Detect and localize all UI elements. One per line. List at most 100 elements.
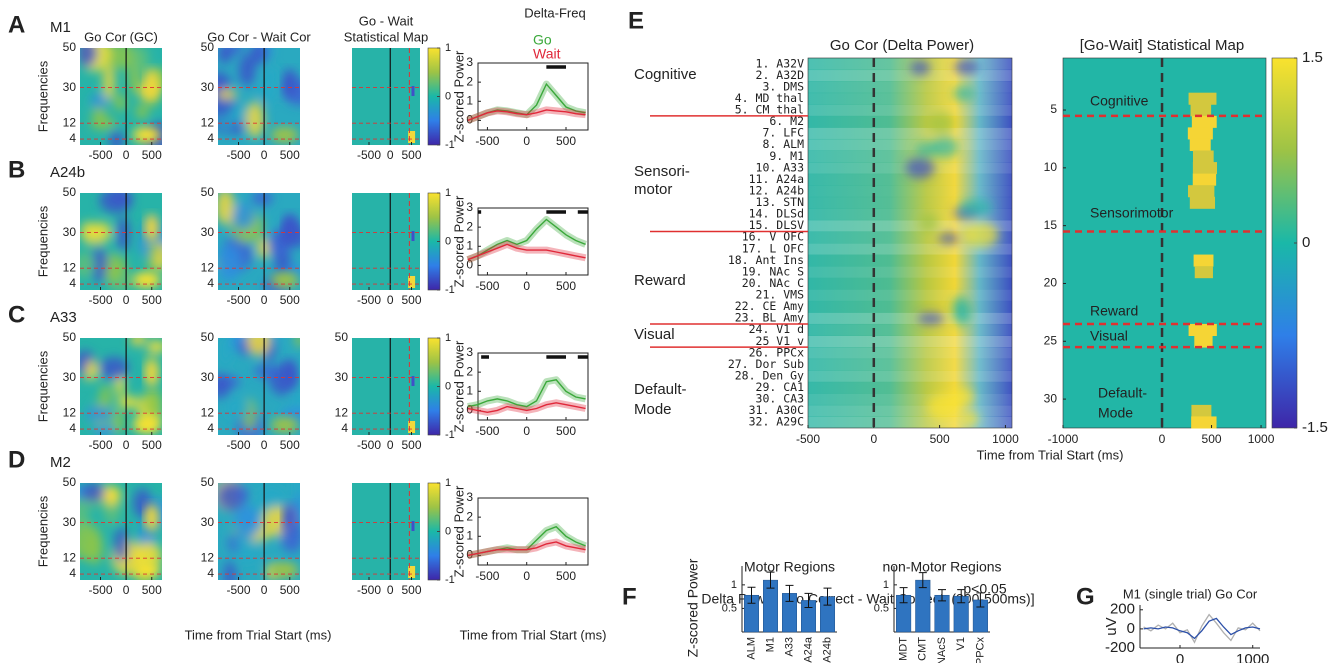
chart-title: Go Cor (Delta Power) bbox=[830, 37, 974, 54]
y-tick-label: 0.5 bbox=[874, 602, 889, 614]
y-tick-label: 2 bbox=[466, 364, 473, 378]
heatmap bbox=[352, 483, 420, 580]
confidence-band bbox=[467, 538, 587, 559]
region-label: 17. L OFC bbox=[742, 241, 804, 255]
heatmap-row bbox=[808, 231, 1012, 244]
region-label: 1. A32V bbox=[756, 56, 805, 70]
heatmap-row bbox=[808, 69, 1012, 82]
y-tick-label: 30 bbox=[201, 225, 215, 239]
stat-cell bbox=[1191, 115, 1217, 128]
panel-letter: B bbox=[8, 156, 25, 183]
x-tick-label: 0 bbox=[123, 148, 130, 162]
y-tick-label: 3 bbox=[466, 200, 473, 214]
x-tick-label: 500 bbox=[401, 148, 421, 162]
heatmap-blob bbox=[290, 390, 300, 407]
legend-entry: Go bbox=[533, 32, 552, 48]
heatmap-blob bbox=[952, 295, 970, 320]
heatmap-row bbox=[808, 254, 1012, 267]
x-tick-label: -500 bbox=[226, 438, 250, 452]
stat-cell bbox=[1188, 92, 1217, 105]
x-tick-label: 500 bbox=[556, 569, 576, 583]
heatmap-blob bbox=[116, 216, 130, 252]
colorbar-tick-label: -1 bbox=[445, 574, 455, 586]
y-tick-label: 4 bbox=[207, 421, 214, 435]
y-tick-label: 2 bbox=[466, 74, 473, 88]
y-tick-label: 12 bbox=[63, 405, 77, 419]
x-tick-label: 500 bbox=[401, 583, 421, 597]
stat-cell bbox=[1189, 196, 1216, 209]
region-label: 28. Den Gy bbox=[735, 368, 804, 382]
error-bar bbox=[823, 587, 832, 606]
heatmap-blob bbox=[952, 86, 976, 101]
heatmap-blobs bbox=[80, 338, 162, 435]
heatmap-blob bbox=[144, 504, 159, 532]
heatmap-row bbox=[808, 393, 1012, 406]
chart-subtitle: non-Motor Regions bbox=[882, 559, 1001, 575]
chart-title: Delta-Freq bbox=[524, 5, 585, 20]
region-label: 27. Dor Sub bbox=[728, 357, 804, 371]
error-bar bbox=[918, 572, 927, 589]
heatmap bbox=[808, 58, 1012, 428]
y-tick-label: 50 bbox=[63, 185, 77, 199]
y-tick-label: 12 bbox=[201, 550, 215, 564]
heatmap-blob bbox=[250, 48, 267, 65]
region-label: 4. MD thal bbox=[735, 91, 804, 105]
heatmap-bg bbox=[352, 338, 420, 435]
x-tick-label: 500 bbox=[401, 293, 421, 307]
heatmap bbox=[218, 193, 300, 290]
region-label: 6. M2 bbox=[769, 114, 804, 128]
y-tick-label: 0.5 bbox=[722, 602, 737, 614]
x-tick-label: 500 bbox=[930, 432, 950, 446]
heatmap-row bbox=[808, 115, 1012, 128]
y-tick-label: 30 bbox=[63, 370, 77, 384]
heatmap-blob bbox=[85, 405, 112, 422]
region-label: 16. V OFC bbox=[742, 230, 804, 244]
x-tick-label: 1000 bbox=[992, 432, 1019, 446]
heatmap-blob bbox=[959, 198, 993, 216]
x-tick-label: 0 bbox=[261, 438, 268, 452]
group-label: Default- bbox=[1098, 385, 1147, 401]
region-label: 3. DMS bbox=[762, 79, 804, 93]
x-tick-label: -500 bbox=[226, 148, 250, 162]
region-label: 20. NAc C bbox=[742, 276, 804, 290]
column-title: Go - Wait bbox=[359, 13, 414, 28]
heatmap-blob bbox=[235, 487, 249, 503]
y-tick-label: 4 bbox=[207, 566, 214, 580]
heatmap-blob bbox=[113, 93, 127, 111]
heatmap-blobs bbox=[80, 48, 162, 145]
heatmap-blob bbox=[253, 365, 279, 378]
chart-title: M1 (single trial) Go Cor bbox=[1123, 586, 1258, 601]
series-line bbox=[467, 109, 586, 122]
heatmap-row bbox=[808, 381, 1012, 394]
error-bar bbox=[804, 592, 813, 608]
x-tick-label: 1000 bbox=[1236, 651, 1269, 663]
x-tick-label: 0 bbox=[123, 438, 130, 452]
heatmap-row bbox=[808, 358, 1012, 371]
y-tick-label: 2 bbox=[466, 219, 473, 233]
x-tick-label: -500 bbox=[475, 134, 499, 148]
series-line bbox=[1143, 617, 1261, 640]
heatmap-row bbox=[808, 416, 1012, 428]
chart-title: [Go-Wait] Statistical Map bbox=[1080, 37, 1245, 54]
region-label: 25 V1 v bbox=[756, 334, 805, 348]
heatmap-row bbox=[808, 370, 1012, 383]
y-axis-label: uV bbox=[1103, 617, 1120, 635]
y-tick-label: 30 bbox=[201, 515, 215, 529]
plot-frame bbox=[477, 207, 589, 276]
heatmap-blob bbox=[238, 54, 256, 87]
y-axis-label: Z-scored Power bbox=[451, 340, 466, 432]
x-tick-label: -500 bbox=[226, 293, 250, 307]
y-tick-label: 4 bbox=[69, 421, 76, 435]
y-tick-label: 0 bbox=[1127, 620, 1135, 637]
panel-letter: E bbox=[628, 7, 644, 34]
x-tick-label: 500 bbox=[142, 148, 162, 162]
y-tick-label: 50 bbox=[201, 185, 215, 199]
x-tick-label: 0 bbox=[523, 569, 530, 583]
heatmap-bg bbox=[1062, 57, 1267, 429]
heatmap-bg bbox=[352, 193, 420, 290]
region-label: 18. Ant Ins bbox=[728, 253, 804, 267]
stat-cell bbox=[1191, 416, 1217, 429]
x-tick-label: -500 bbox=[475, 279, 499, 293]
heatmap-blob bbox=[105, 263, 120, 284]
y-tick-label: 1 bbox=[883, 579, 889, 591]
